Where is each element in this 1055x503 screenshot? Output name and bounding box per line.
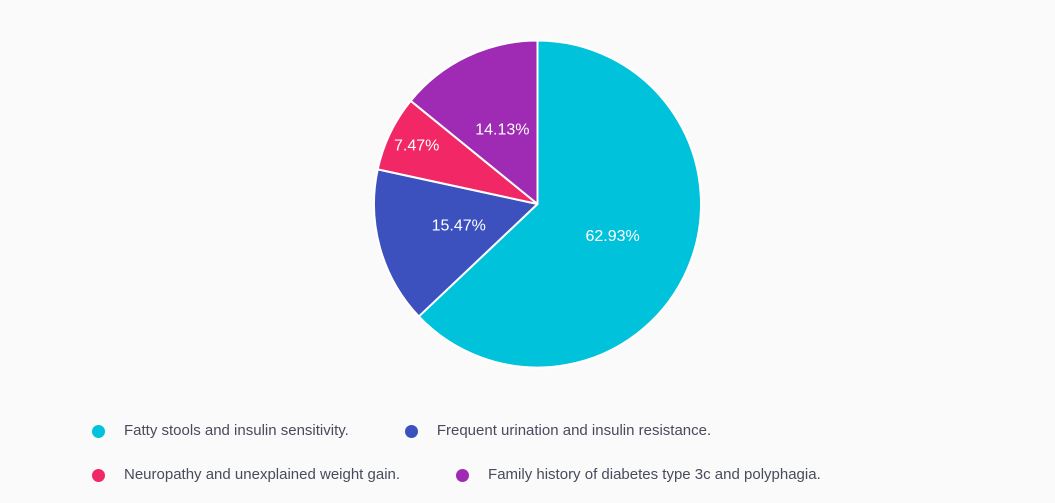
pie-chart: 62.93% 15.47% 7.47% 14.13% xyxy=(373,39,702,369)
pie-slice-value-label: 7.47% xyxy=(394,137,439,154)
legend-label: Family history of diabetes type 3c and p… xyxy=(488,466,821,483)
legend-label: Frequent urination and insulin resistanc… xyxy=(436,422,712,439)
pie-slice-1[interactable] xyxy=(417,39,702,369)
legend-item-4[interactable]: Family history of diabetes type 3c and p… xyxy=(456,465,821,485)
pie-slice-value-label: 62.93% xyxy=(585,228,639,245)
legend-swatch-icon xyxy=(404,424,418,438)
legend-swatch-icon xyxy=(92,424,105,438)
pie-slice-4[interactable] xyxy=(409,39,539,205)
legend-swatch-icon xyxy=(92,468,105,482)
pie-slice-value-label: 15.47% xyxy=(432,217,486,234)
legend-label: Fatty stools and insulin sensitivity. xyxy=(124,422,349,439)
pie-slice-2[interactable] xyxy=(373,168,539,318)
legend-label: Neuropathy and unexplained weight gain. xyxy=(124,466,401,483)
legend-item-1[interactable]: Fatty stools and insulin sensitivity. xyxy=(92,421,349,441)
legend-swatch-icon xyxy=(456,468,470,482)
pie-slice-value-label: 14.13% xyxy=(475,122,529,139)
legend-item-3[interactable]: Neuropathy and unexplained weight gain. xyxy=(92,465,400,485)
chart-legend: Fatty stools and insulin sensitivity. Fre… xyxy=(92,421,992,485)
legend-item-2[interactable]: Frequent urination and insulin resistanc… xyxy=(404,421,712,441)
